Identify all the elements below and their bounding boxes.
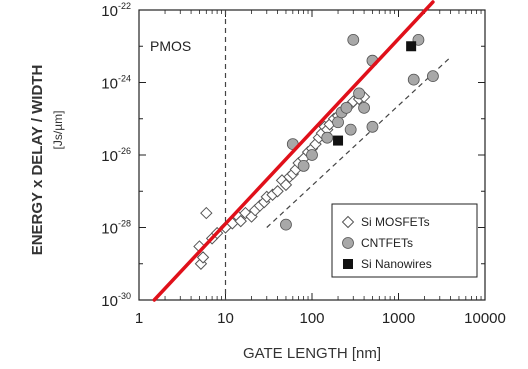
y-tick-label: 10-28: [101, 219, 131, 238]
x-tick-label: 1: [135, 310, 143, 327]
cntfet-point: [306, 149, 318, 161]
mosfet-point: [200, 206, 213, 220]
nanowire-point: [406, 41, 417, 52]
x-axis-title: GATE LENGTH [nm]: [243, 345, 381, 362]
y-axis-title-text: ENERGY x DELAY / WIDTH: [29, 65, 46, 256]
red-trend-line: [152, 0, 435, 302]
cntfet-point: [297, 160, 310, 172]
reference-lines: [224, 10, 451, 300]
dashed-bound-line: [266, 56, 451, 228]
annotation-pmos: PMOS: [150, 38, 191, 54]
mosfet-point: [271, 185, 284, 198]
x-axis-ticks: 1 10 100 1000 10000: [135, 10, 506, 327]
trend-line: [152, 0, 435, 302]
cntfet-point: [280, 218, 292, 231]
cntfet-point: [344, 123, 357, 136]
legend-label-si-nanowires: Si Nanowires: [361, 257, 432, 271]
legend-marker-si-nanowires: [343, 259, 353, 269]
series-si-nanowires: [333, 41, 417, 146]
cntfet-point: [358, 101, 370, 114]
y-tick-label: 10-30: [101, 291, 131, 310]
legend-label-cntfets: CNTFETs: [361, 236, 413, 250]
y-axis-ticks: 10-30 10-28 10-26 10-24 10-22: [101, 1, 485, 310]
legend-marker-cntfets: [342, 237, 354, 249]
y-axis-title: ENERGY x DELAY / WIDTH: [29, 65, 46, 256]
legend-marker-si-mosfets: [341, 215, 355, 229]
cntfet-point: [366, 120, 379, 133]
mosfet-point: [234, 214, 247, 228]
cntfet-point: [353, 87, 365, 100]
x-tick-label: 10000: [464, 310, 506, 327]
y-axis-unit-text: [Js/µm]: [51, 111, 65, 150]
cntfet-point: [427, 70, 439, 83]
y-tick-label: 10-24: [101, 74, 131, 93]
nanowire-point: [333, 135, 344, 146]
cntfet-point: [340, 101, 353, 114]
series-cntfets: [280, 33, 439, 231]
cntfet-point: [321, 131, 334, 144]
cntfet-point: [332, 116, 344, 129]
y-axis-unit: [Js/µm]: [51, 111, 65, 150]
x-tick-label: 1000: [382, 310, 415, 327]
x-tick-label: 100: [299, 310, 324, 327]
y-tick-label: 10-26: [101, 146, 131, 165]
y-tick-label: 10-22: [101, 1, 131, 20]
cntfet-point: [407, 73, 420, 86]
cntfet-point: [347, 33, 360, 46]
legend: Si MOSFETs CNTFETs Si Nanowires: [331, 203, 478, 278]
mosfet-point: [196, 251, 210, 264]
legend-box: [331, 203, 478, 278]
x-tick-label: 10: [217, 310, 234, 327]
legend-label-si-mosfets: Si MOSFETs: [361, 215, 430, 229]
